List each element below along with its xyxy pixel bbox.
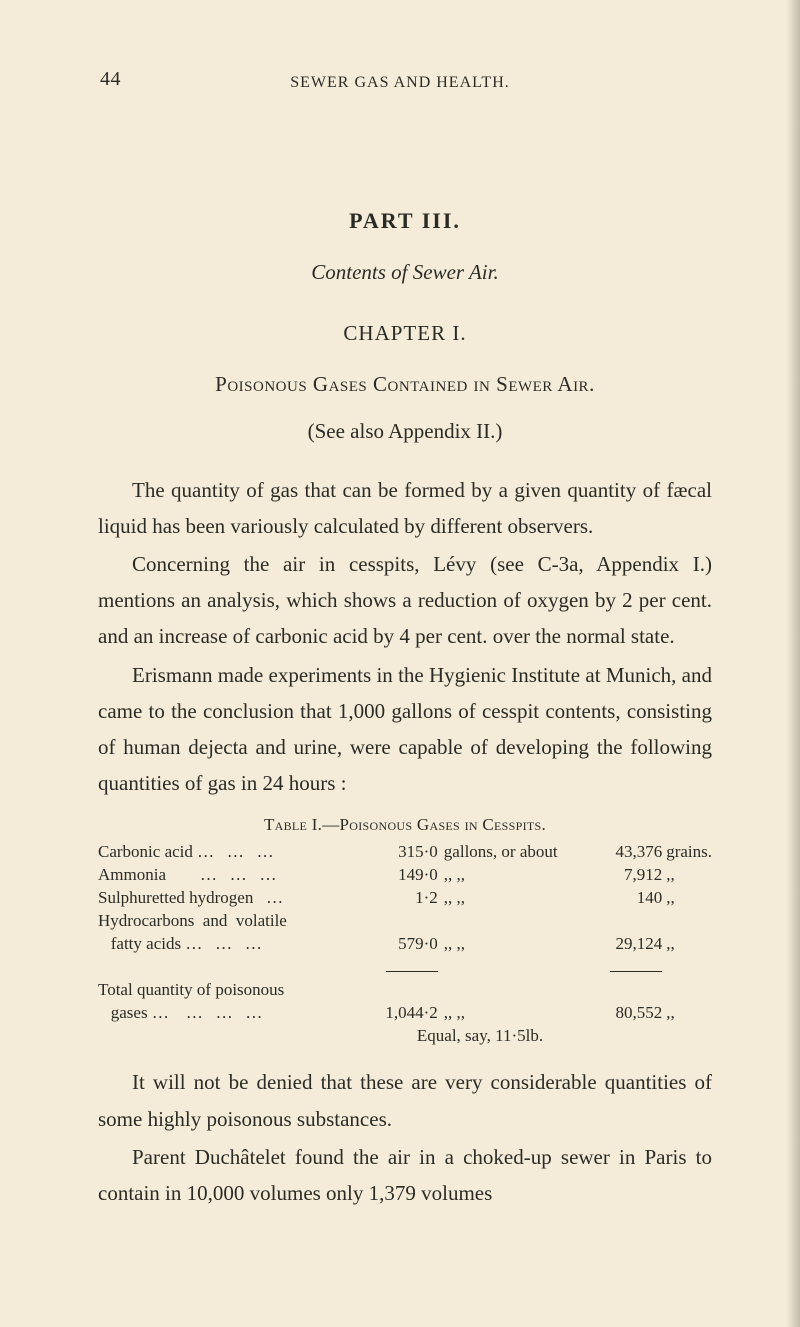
gas-name: Carbonic acid … … … [98, 841, 359, 864]
gas-grains-unit: grains. [666, 841, 712, 864]
paragraph-4: It will not be denied that these are ver… [98, 1064, 712, 1136]
gas-grains-unit: ,, [666, 887, 712, 910]
gas-unit: gallons, or about [444, 841, 576, 864]
gas-unit: ,, ,, [444, 887, 576, 910]
paragraph-1: The quantity of gas that can be formed b… [98, 472, 712, 544]
page-content: PART III. Contents of Sewer Air. CHAPTER… [98, 208, 712, 1211]
table-row: Hydrocarbons and volatile fatty acids … … [98, 910, 712, 956]
gas-unit: ,, ,, [444, 864, 576, 887]
paragraph-5: Parent Duchâtelet found the air in a cho… [98, 1139, 712, 1211]
gas-name: Ammonia … … … [98, 864, 359, 887]
paragraph-3: Erismann made experiments in the Hygieni… [98, 657, 712, 801]
table-rule-row [98, 956, 712, 979]
gas-grains: 29,124 [576, 910, 667, 956]
gas-name: Hydrocarbons and volatile fatty acids … … [98, 910, 359, 956]
table-row: Ammonia … … … 149·0 ,, ,, 7,912 ,, [98, 864, 712, 887]
see-also-note: (See also Appendix II.) [98, 419, 712, 444]
table-row: Sulphuretted hydrogen … 1·2 ,, ,, 140 ,, [98, 887, 712, 910]
table-row: Total quantity of poisonous gases … … … … [98, 979, 712, 1025]
part-subtitle: Contents of Sewer Air. [98, 260, 712, 285]
gas-grains-unit: ,, [666, 910, 712, 956]
gas-value: 315·0 [359, 841, 444, 864]
gas-grains-unit: ,, [666, 979, 712, 1025]
gas-grains: 7,912 [576, 864, 667, 887]
running-head: SEWER GAS AND HEALTH. [290, 74, 510, 92]
chapter-title: CHAPTER I. [98, 321, 712, 346]
gas-grains-unit: ,, [666, 864, 712, 887]
gas-grains: 43,376 [576, 841, 667, 864]
gas-unit: ,, ,, [444, 910, 576, 956]
chapter-heading: Poisonous Gases Contained in Sewer Air. [98, 372, 712, 397]
table-equal-line: Equal, say, 11·5lb. [248, 1026, 712, 1046]
rule-icon [386, 971, 438, 972]
part-title: PART III. [98, 208, 712, 234]
page-number: 44 [100, 68, 121, 91]
gas-value: 1,044·2 [359, 979, 444, 1025]
gas-value: 579·0 [359, 910, 444, 956]
page: 44 SEWER GAS AND HEALTH. PART III. Conte… [0, 0, 800, 1327]
rule-icon [610, 971, 662, 972]
gas-name: Sulphuretted hydrogen … [98, 887, 359, 910]
gas-table: Carbonic acid … … … 315·0 gallons, or ab… [98, 841, 712, 1025]
table-title: Table I.—Poisonous Gases in Cesspits. [98, 815, 712, 835]
gas-name: Total quantity of poisonous gases … … … … [98, 979, 359, 1025]
table-row: Carbonic acid … … … 315·0 gallons, or ab… [98, 841, 712, 864]
gas-grains: 80,552 [576, 979, 667, 1025]
gas-value: 149·0 [359, 864, 444, 887]
gas-unit: ,, ,, [444, 979, 576, 1025]
page-edge-shadow [786, 0, 800, 1327]
paragraph-2: Concerning the air in cesspits, Lévy (se… [98, 546, 712, 654]
gas-value: 1·2 [359, 887, 444, 910]
gas-grains: 140 [576, 887, 667, 910]
